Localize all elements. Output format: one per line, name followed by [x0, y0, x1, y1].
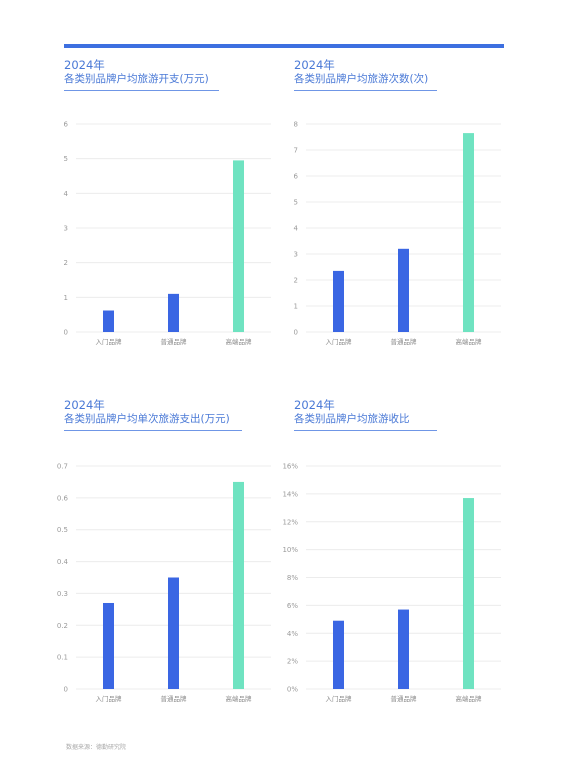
- chart-3: 0 0.1 0.2 0.3 0.4 0.5 0.6 0.7 入门品牌 普通品牌 高端品牌: [57, 463, 271, 703]
- chart-2-year: 2024年: [294, 58, 335, 72]
- y-tick-label: 16%: [282, 463, 298, 471]
- y-tick-label: 0%: [287, 686, 298, 694]
- chart-1: 0 1 2 3 4 5 6 入门品牌 普通品牌 高端品牌: [64, 121, 271, 346]
- chart-3-year: 2024年: [64, 398, 105, 412]
- bar-3: [233, 160, 244, 332]
- y-tick-label: 0.2: [57, 622, 68, 630]
- x-category-label: 入门品牌: [326, 337, 353, 346]
- y-tick-label: 8%: [287, 574, 298, 582]
- y-tick-label: 10%: [282, 546, 298, 554]
- y-tick-label: 0: [294, 329, 298, 337]
- bar-3: [463, 498, 474, 689]
- chart-1-header: 2024年 各类别品牌户均旅游开支(万元): [64, 58, 219, 91]
- top-accent-bar: [64, 44, 504, 48]
- bar-1: [103, 602, 114, 689]
- x-category-label: 高端品牌: [226, 694, 253, 703]
- bar-2: [398, 609, 409, 689]
- y-tick-label: 4: [64, 190, 69, 198]
- y-tick-label: 5: [64, 155, 68, 163]
- bar-2: [398, 248, 409, 332]
- chart-2-header: 2024年 各类别品牌户均旅游次数(次): [294, 58, 437, 91]
- y-tick-label: 1: [294, 303, 298, 311]
- chart-3-title: 各类别品牌户均单次旅游支出(万元): [64, 413, 230, 425]
- y-tick-label: 0: [64, 686, 68, 694]
- bar-3: [233, 481, 244, 689]
- y-tick-label: 0.1: [57, 654, 68, 662]
- chart-4: 0% 2% 4% 6% 8% 10% 12% 14% 16% 入门品牌 普通品牌 高端品牌: [282, 463, 501, 703]
- y-tick-label: 1: [64, 294, 68, 302]
- y-tick-label: 3: [64, 225, 68, 233]
- x-category-label: 普通品牌: [161, 337, 188, 346]
- y-tick-label: 8: [294, 121, 298, 129]
- chart-2-title: 各类别品牌户均旅游次数(次): [294, 73, 429, 85]
- y-tick-label: 0.4: [57, 558, 69, 566]
- y-tick-label: 6%: [287, 602, 298, 610]
- y-tick-label: 0.7: [57, 463, 68, 471]
- chart-4-header: 2024年 各类别品牌户均旅游收比: [294, 398, 437, 431]
- chart-2: 0 1 2 3 4 5 6 7 8 入门品牌 普通品牌 高端品牌: [294, 121, 501, 346]
- x-category-label: 普通品牌: [161, 694, 188, 703]
- y-tick-label: 4: [294, 225, 299, 233]
- bar-1: [103, 310, 114, 332]
- x-category-label: 高端品牌: [456, 694, 483, 703]
- y-tick-label: 0: [64, 329, 68, 337]
- chart-1-title: 各类别品牌户均旅游开支(万元): [64, 73, 209, 85]
- bar-2: [168, 577, 179, 689]
- x-category-label: 入门品牌: [96, 337, 123, 346]
- source-footnote: 数据来源：德勤研究院: [66, 744, 127, 751]
- y-tick-label: 5: [294, 199, 298, 207]
- y-tick-label: 0.6: [57, 494, 69, 502]
- x-category-label: 高端品牌: [456, 337, 483, 346]
- y-tick-label: 4%: [287, 630, 298, 638]
- chart-3-header: 2024年 各类别品牌户均单次旅游支出(万元): [64, 398, 242, 431]
- x-category-label: 普通品牌: [391, 694, 418, 703]
- y-tick-label: 2: [294, 277, 298, 285]
- y-tick-label: 14%: [282, 490, 298, 498]
- chart-4-title: 各类别品牌户均旅游收比: [294, 413, 410, 425]
- bar-2: [168, 293, 179, 332]
- y-tick-label: 12%: [282, 518, 298, 526]
- x-category-label: 普通品牌: [391, 337, 418, 346]
- bar-3: [463, 133, 474, 332]
- chart-2-title-underline: [294, 90, 437, 91]
- chart-1-title-underline: [64, 90, 219, 91]
- x-category-label: 入门品牌: [326, 694, 353, 703]
- bar-1: [333, 620, 344, 689]
- y-tick-label: 2%: [287, 658, 298, 666]
- x-category-label: 入门品牌: [96, 694, 123, 703]
- x-category-label: 高端品牌: [226, 337, 253, 346]
- y-tick-label: 6: [294, 173, 299, 181]
- chart-4-year: 2024年: [294, 398, 335, 412]
- y-tick-label: 7: [294, 147, 298, 155]
- y-tick-label: 2: [64, 259, 68, 267]
- y-tick-label: 3: [294, 251, 298, 259]
- chart-3-title-underline: [64, 430, 242, 431]
- bar-1: [333, 270, 344, 332]
- y-tick-label: 0.3: [57, 590, 68, 598]
- chart-1-year: 2024年: [64, 58, 105, 72]
- chart-4-title-underline: [294, 430, 437, 431]
- y-tick-label: 0.5: [57, 526, 68, 534]
- y-tick-label: 6: [64, 121, 69, 129]
